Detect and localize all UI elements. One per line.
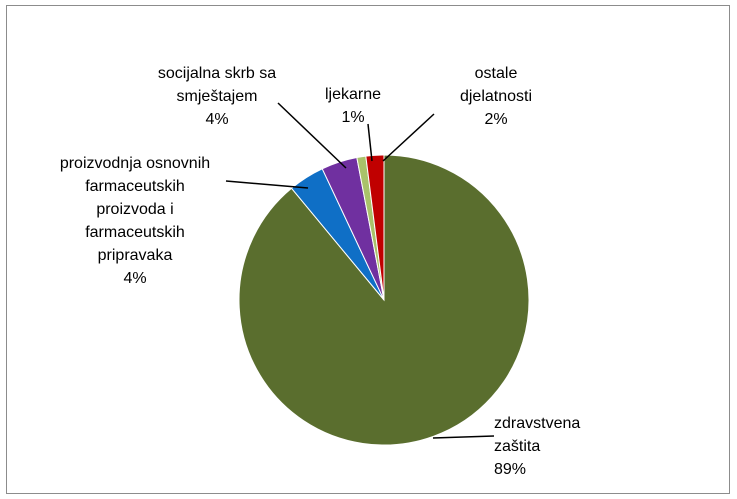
slice-label: zdravstvena zaštita 89%	[494, 415, 580, 478]
slice-label: ljekarne 1%	[325, 86, 381, 126]
slice-percent-label: 1%	[341, 109, 364, 126]
slice-name-label: farmaceutskih	[85, 178, 185, 195]
slice-name-label: ostale	[475, 65, 518, 82]
slice-percent-label: 4%	[205, 111, 228, 128]
pie-slices	[239, 155, 529, 445]
pie-chart: zdravstvena zaštita 89% proizvodnja osnovni…	[7, 6, 731, 495]
slice-name-label: proizvoda i	[96, 201, 173, 218]
slice-name-label: proizvodnja osnovnih	[60, 155, 210, 172]
slice-name-label: zdravstvena	[494, 415, 580, 432]
slice-name-label: socijalna skrb sa	[158, 65, 276, 82]
slice-percent-label: 89%	[494, 461, 526, 478]
slice-name-label: pripravaka	[98, 247, 173, 264]
slice-name-label: smještajem	[177, 88, 258, 105]
chart-area: zdravstvena zaštita 89% proizvodnja osnovni…	[6, 5, 730, 494]
leader-line	[278, 103, 346, 168]
slice-name-label: farmaceutskih	[85, 224, 185, 241]
leader-line	[383, 114, 434, 161]
slice-label: proizvodnja osnovnih farmaceutskih proizvo…	[60, 155, 210, 287]
slice-percent-label: 4%	[123, 270, 146, 287]
slice-percent-label: 2%	[484, 111, 507, 128]
slice-name-label: ljekarne	[325, 86, 381, 103]
slice-name-label: djelatnosti	[460, 88, 532, 105]
leader-line	[433, 436, 494, 438]
slice-label: ostale djelatnosti 2%	[460, 65, 532, 128]
slice-name-label: zaštita	[494, 438, 540, 455]
slice-label: socijalna skrb sa smještajem 4%	[158, 65, 276, 128]
